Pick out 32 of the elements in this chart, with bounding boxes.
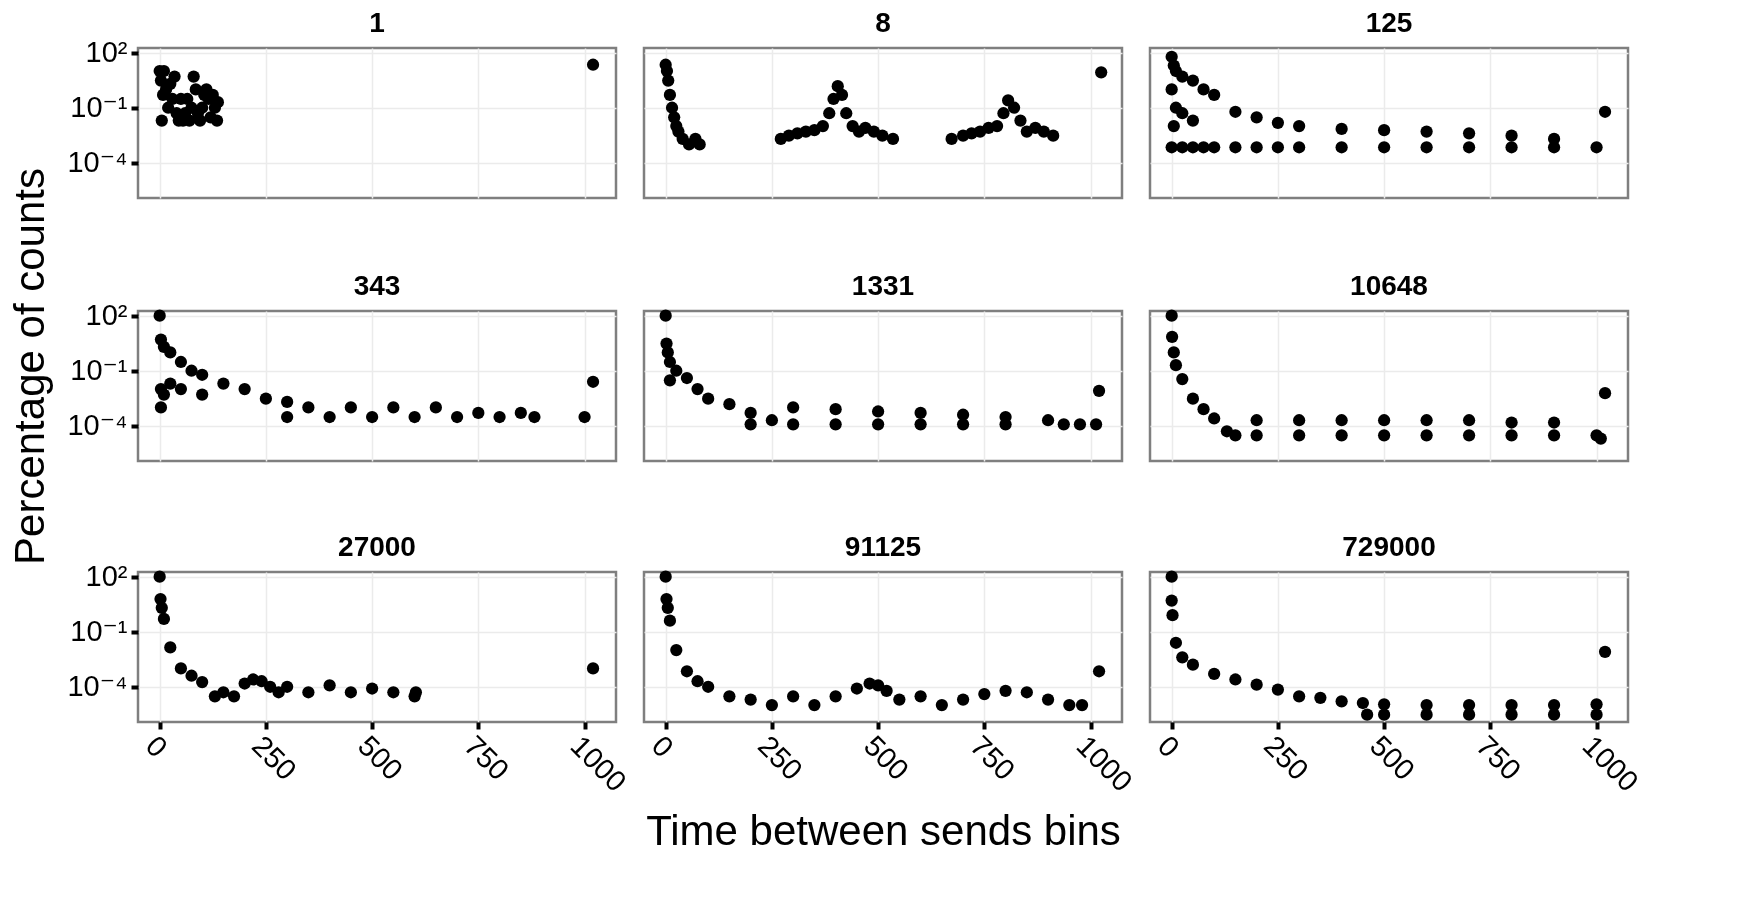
y-tick-label: 10²: [85, 36, 128, 69]
chart-title: 1331: [851, 270, 915, 301]
y-tick-label: 10²: [85, 560, 128, 593]
y-tick-label: 10⁻¹: [70, 91, 128, 124]
chart-title: 125: [1365, 7, 1413, 38]
chart-title: 8: [875, 7, 891, 38]
chart-title: 1: [369, 7, 385, 38]
y-tick-label: 10⁻¹: [70, 354, 128, 387]
x-tick-label: 750: [458, 729, 516, 787]
y-tick-label: 10⁻⁴: [67, 670, 128, 703]
x-tick-label: 500: [352, 729, 409, 787]
x-tick-label: 0: [139, 729, 174, 764]
chart-title: 27000: [338, 531, 416, 562]
x-tick-label: 750: [1470, 729, 1528, 787]
x-tick-label: 250: [1257, 729, 1315, 787]
y-tick-label: 10⁻⁴: [67, 409, 128, 442]
y-axis-title: Percentage of counts: [6, 168, 54, 565]
y-tick-label: 10⁻¹: [70, 615, 128, 648]
y-tick-label: 10⁻⁴: [67, 146, 128, 179]
x-tick-label: 250: [751, 729, 809, 787]
x-tick-label: 500: [1364, 729, 1421, 787]
x-tick-label: 500: [858, 729, 915, 787]
y-tick-label: 10²: [85, 299, 128, 332]
chart-title: 729000: [1342, 531, 1436, 562]
chart-title: 343: [353, 270, 401, 301]
x-tick-label: 250: [245, 729, 303, 787]
x-tick-label: 750: [964, 729, 1022, 787]
x-tick-label: 0: [645, 729, 680, 764]
x-axis-title: Time between sends bins: [646, 806, 1121, 854]
x-tick-label: 0: [1151, 729, 1186, 764]
chart-title: 91125: [844, 531, 922, 562]
chart-title: 10648: [1350, 270, 1428, 301]
